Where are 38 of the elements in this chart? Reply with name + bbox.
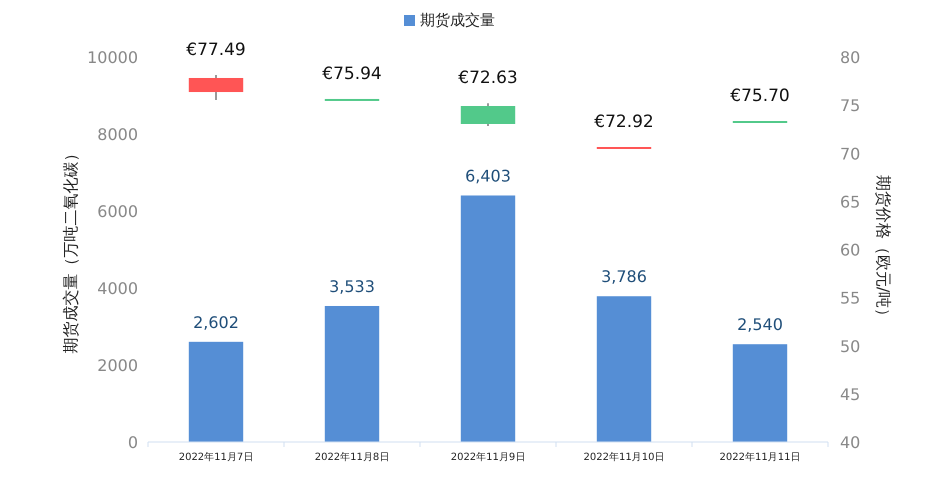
data-label: 6,403 (465, 166, 511, 186)
annotation: €75.94 (322, 64, 382, 84)
y2-tick-label: 45 (840, 384, 860, 404)
y-tick-label: 8000 (97, 125, 138, 144)
x-tick-label: 2022年11月9日 (450, 451, 526, 463)
x-tick-label: 2022年11月7日 (178, 451, 254, 463)
y2-tick-label: 50 (840, 336, 860, 356)
annotation: €77.49 (186, 40, 246, 60)
x-tick-label: 2022年11月8日 (314, 451, 390, 463)
bar (732, 344, 788, 442)
y2-tick-label: 75 (840, 96, 860, 116)
bar (596, 296, 652, 442)
annotation: €72.63 (458, 68, 518, 88)
y-tick-label: 2000 (97, 356, 138, 375)
bar (460, 195, 516, 442)
bar (324, 306, 380, 442)
data-label: 2,602 (193, 312, 239, 332)
legend-label: 期货成交量 (420, 11, 495, 29)
data-label: 2,540 (737, 315, 783, 334)
data-label: 3,533 (329, 276, 375, 296)
y-tick-label: 0 (128, 433, 138, 452)
y2-tick-label: 60 (840, 240, 860, 260)
annotation: €72.92 (594, 112, 654, 132)
x-tick-label: 2022年11月10日 (584, 451, 664, 463)
y2-tick-label: 55 (840, 288, 860, 308)
data-label: 3,786 (601, 267, 647, 286)
y-tick-label: 4000 (97, 279, 138, 298)
y2-tick-label: 65 (840, 192, 860, 212)
y-tick-label: 6000 (97, 202, 138, 221)
y2-tick-label: 80 (840, 48, 860, 67)
y2-tick-label: 70 (840, 144, 860, 164)
y2-tick-label: 40 (840, 433, 860, 452)
x-tick-label: 2022年11月11日 (720, 451, 800, 463)
annotation: €75.70 (730, 86, 790, 106)
y-tick-label: 10000 (87, 48, 138, 67)
y-axis-title: 期货成交量（万吨二氧化碳） (61, 146, 80, 354)
y2-axis-title: 期货价格（欧元/吨） (874, 174, 893, 324)
bar (188, 342, 244, 442)
